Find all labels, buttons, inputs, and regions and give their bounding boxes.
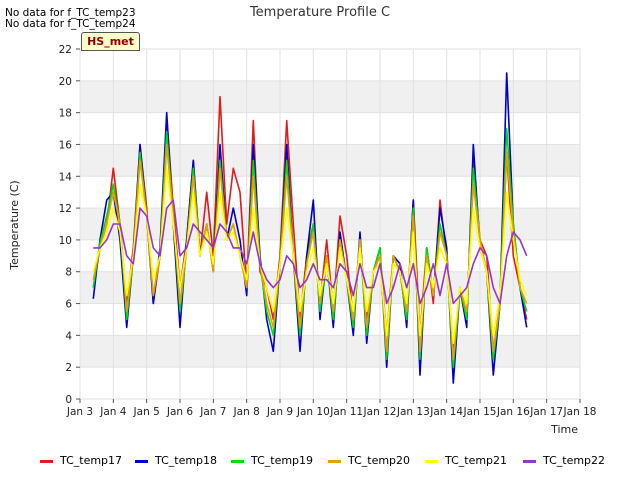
y-tick-label: 12 (59, 203, 72, 215)
y-tick-label: 0 (65, 394, 72, 406)
x-tick-label: Jan 3 (66, 406, 93, 418)
legend-label: TC_temp20 (348, 454, 411, 467)
legend-swatch (328, 460, 341, 463)
x-tick-label: Jan 15 (463, 406, 497, 418)
y-axis-label: Temperature (C) (8, 180, 21, 270)
y-tick-label: 4 (65, 330, 72, 342)
x-tick-label: Jan 10 (296, 406, 330, 418)
y-tick-label: 10 (59, 235, 72, 247)
x-tick-label: Jan 5 (133, 406, 160, 418)
legend: TC_temp17 TC_temp18 TC_temp19 TC_temp20 TC_t… (0, 453, 640, 469)
y-axis-ticks: 0 2 4 6 8 10 12 14 16 18 20 22 (59, 44, 80, 406)
legend-label: TC_temp21 (445, 454, 508, 467)
legend-label: TC_temp22 (543, 454, 606, 467)
series-line-tc_temp22 (93, 199, 528, 305)
no-data-note-2: No data for f_TC_temp24 (5, 18, 136, 30)
y-tick-label: 2 (65, 362, 72, 374)
legend-label: TC_temp17 (60, 454, 123, 467)
legend-swatch (425, 460, 438, 463)
x-tick-label: Jan 18 (563, 406, 597, 418)
legend-swatch (523, 460, 536, 463)
x-tick-label: Jan 14 (429, 406, 463, 418)
x-tick-label: Jan 7 (199, 406, 226, 418)
y-tick-label: 20 (59, 76, 72, 88)
x-tick-label: Jan 16 (496, 406, 530, 418)
x-tick-label: Jan 4 (99, 406, 127, 418)
x-tick-label: Jan 13 (396, 406, 430, 418)
x-tick-label: Jan 11 (329, 406, 363, 418)
legend-swatch (135, 460, 148, 463)
legend-label: TC_temp18 (155, 454, 218, 467)
x-tick-label: Jan 12 (363, 406, 397, 418)
series-group (92, 72, 528, 384)
background-band (80, 80, 580, 113)
y-tick-label: 18 (59, 108, 72, 120)
y-tick-label: 14 (59, 171, 73, 183)
legend-label: TC_temp19 (251, 454, 314, 467)
no-data-note-1: No data for f_TC_temp23 (5, 7, 136, 19)
legend-swatch (40, 460, 53, 463)
y-tick-label: 8 (65, 267, 72, 279)
x-axis-label: Time (550, 423, 578, 436)
series-line-tc_temp21 (92, 167, 528, 345)
x-tick-label: Jan 9 (266, 406, 293, 418)
y-tick-label: 22 (59, 44, 72, 56)
x-tick-label: Jan 6 (166, 406, 194, 418)
site-badge: HS_met (81, 32, 140, 51)
x-axis-ticks: Jan 3 Jan 4 Jan 5 Jan 6 Jan 7 Jan 8 Jan 9 Jan 1… (66, 399, 597, 418)
series-line-tc_temp18 (92, 72, 528, 384)
background-band (80, 335, 580, 368)
y-tick-label: 16 (59, 139, 73, 151)
y-tick-label: 6 (65, 299, 72, 311)
x-tick-label: Jan 8 (233, 406, 260, 418)
legend-swatch (231, 460, 244, 463)
x-tick-label: Jan 17 (529, 406, 563, 418)
chart-title: Temperature Profile C (249, 5, 390, 20)
series-line-tc_temp20 (92, 143, 528, 361)
